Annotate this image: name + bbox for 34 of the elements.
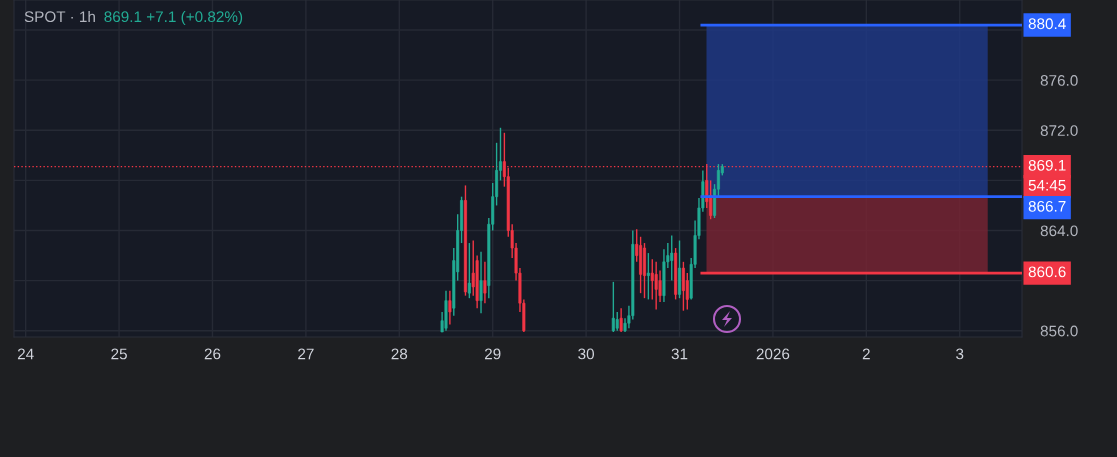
candlestick bbox=[479, 251, 483, 314]
x-tick-label: 28 bbox=[391, 348, 408, 360]
candlestick bbox=[483, 261, 487, 304]
x-tick-label: 2026 bbox=[756, 348, 790, 360]
x-tick-label: 31 bbox=[671, 348, 688, 360]
y-tick-label: 864.0 bbox=[1040, 225, 1078, 237]
candlestick bbox=[619, 307, 623, 333]
x-tick-label: 2 bbox=[862, 348, 870, 360]
x-tick-label: 30 bbox=[578, 348, 595, 360]
x-tick-label: 3 bbox=[956, 348, 964, 360]
x-tick-label: 24 bbox=[17, 348, 34, 360]
y-tick-label: 876.0 bbox=[1040, 75, 1078, 86]
x-tick-label: 25 bbox=[111, 348, 127, 360]
candlestick bbox=[448, 289, 452, 326]
ref-line-label: 869.1 bbox=[1028, 159, 1066, 171]
x-tick-label: 27 bbox=[298, 348, 314, 360]
ref-line-label: 880.4 bbox=[1028, 18, 1066, 30]
ref-line-label: 866.7 bbox=[1028, 200, 1066, 212]
y-tick-label: 856.0 bbox=[1040, 325, 1078, 337]
text: 869.1 +7.1 (+0.82%) bbox=[104, 10, 243, 26]
candlestick bbox=[654, 261, 658, 311]
text: 54:45 bbox=[1028, 180, 1066, 191]
ref-line-label: 860.6 bbox=[1028, 266, 1066, 278]
candlestick bbox=[615, 311, 619, 332]
candlestick bbox=[646, 252, 650, 301]
candlestick bbox=[611, 281, 615, 333]
candlestick bbox=[681, 261, 685, 312]
y-tick-label: 872.0 bbox=[1040, 125, 1078, 136]
text: SPOT · 1h bbox=[24, 10, 95, 23]
candlestick bbox=[467, 242, 471, 299]
x-tick-label: 26 bbox=[204, 348, 221, 360]
candlestick bbox=[670, 234, 674, 282]
candlestick bbox=[471, 239, 475, 297]
x-tick-label: 29 bbox=[484, 348, 501, 360]
